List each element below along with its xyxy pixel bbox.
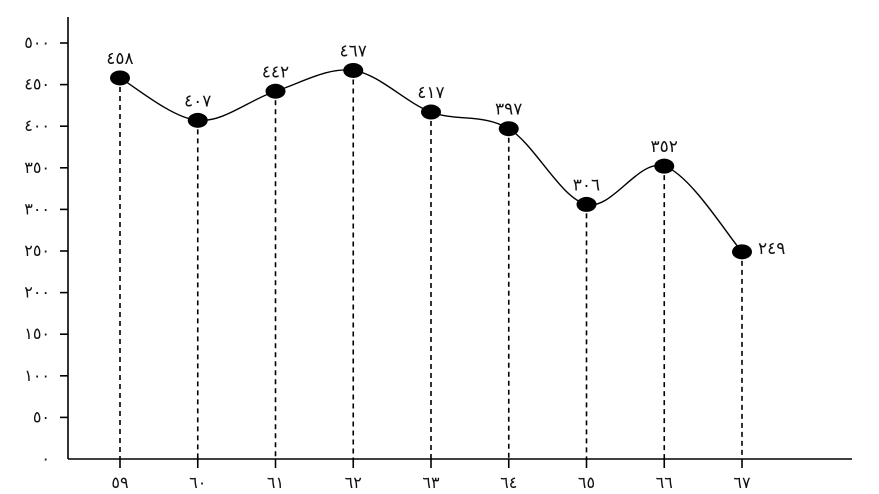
- data-label: ٣٩٧: [495, 100, 522, 120]
- data-label: ٣٥٢: [651, 137, 678, 157]
- x-tick-label: ٦٦: [656, 473, 673, 492]
- x-tick-label: ٦٠: [189, 473, 206, 492]
- y-tick-label: ٣٥٠: [24, 158, 50, 177]
- x-tick-label: ٥٩: [111, 473, 128, 492]
- series: [110, 62, 752, 260]
- data-label: ٤٦٧: [340, 41, 367, 61]
- data-point: [187, 112, 208, 128]
- x-tick-label: ٦٢: [345, 473, 362, 492]
- y-tick-label: ٢٥٠: [24, 241, 50, 260]
- data-point: [343, 62, 364, 78]
- x-tick-label: ٦٧: [733, 473, 751, 492]
- data-label: ٤٤٢: [262, 62, 289, 82]
- y-tick-label: ١٠٠: [24, 366, 50, 385]
- x-tick-label: ٦٣: [422, 473, 440, 492]
- data-point: [576, 196, 597, 212]
- labels: ٤٥٨ ٤٠٧ ٤٤٢ ٤٦٧ ٤١٧ ٣٩٧ ٣٠٦ ٣٥٢ ٢٤٩: [106, 41, 785, 258]
- drop-lines: [119, 70, 743, 459]
- y-tick-label: ٥٠٠: [24, 33, 50, 52]
- data-label: ٣٠٦: [573, 175, 600, 195]
- data-label: ٢٤٩: [758, 239, 785, 259]
- y-tick-label: ٠: [41, 449, 50, 468]
- data-label: ٤١٧: [417, 83, 444, 103]
- data-label: ٤٠٧: [184, 91, 211, 111]
- y-tick-label: ٢٠٠: [24, 283, 50, 302]
- x-tick-label: ٦٥: [578, 473, 595, 492]
- data-label: ٤٥٨: [106, 49, 133, 69]
- y-tick-label: ١٥٠: [24, 324, 50, 343]
- data-point: [110, 70, 130, 86]
- axes: ٠ ٥٠ ١٠٠ ١٥٠ ٢٠٠ ٢٥٠ ٣٠٠ ٣٥٠ ٤٠٠ ٤٥٠ ٥٠٠ ٥٩ ٦٠ ٦١ ٦٢ ٦٣…: [24, 17, 852, 492]
- data-point: [732, 244, 752, 260]
- data-point: [265, 83, 286, 99]
- y-tick-label: ٤٥٠: [24, 75, 50, 94]
- x-tick-label: ٦٤: [500, 473, 517, 492]
- data-point: [654, 158, 675, 174]
- y-tick-label: ٤٠٠: [24, 116, 50, 135]
- y-tick-label: ٣٠٠: [24, 199, 50, 218]
- x-tick-label: ٦١: [267, 473, 284, 492]
- data-point: [498, 121, 519, 137]
- data-point: [421, 104, 441, 120]
- y-tick-label: ٥٠: [33, 407, 50, 426]
